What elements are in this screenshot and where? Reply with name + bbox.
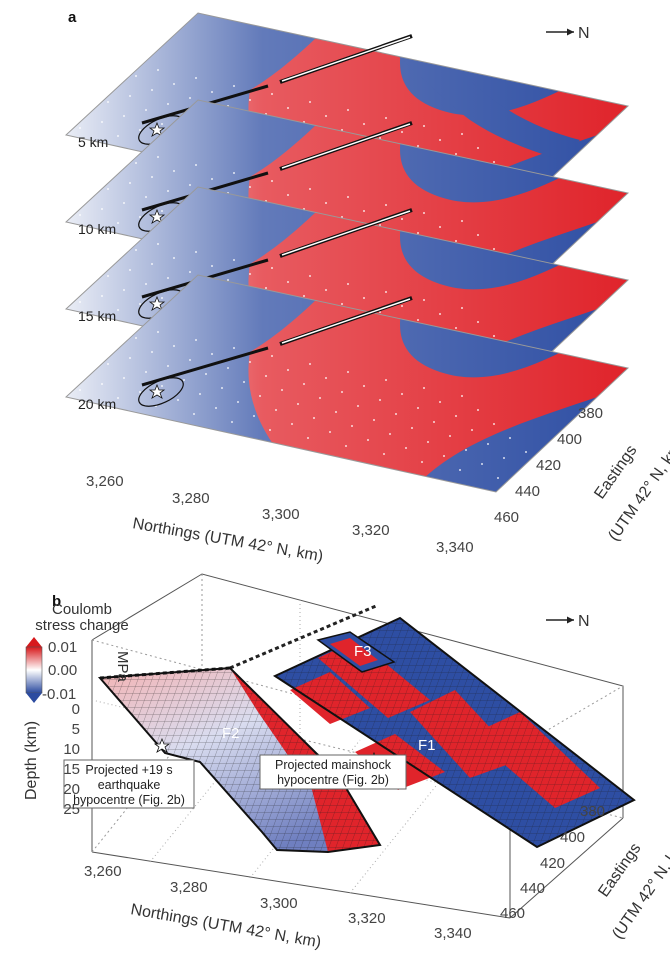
north-arrow-a: N [546, 25, 590, 42]
fault-f2-label: F2 [222, 725, 240, 742]
b-eastings-tick-1: 380 [580, 803, 605, 820]
colorbar-title-1: Coulomb [52, 601, 112, 618]
callout-mainshock: Projected mainshock hypocentre (Fig. 2b) [259, 754, 407, 790]
b-eastings-tick-3: 420 [540, 855, 565, 872]
a-eastings-tick-3: 420 [536, 457, 561, 474]
fault-f3-label: F3 [354, 643, 372, 660]
fault-f1: F1 [272, 616, 636, 849]
b-northings-tick-4: 3,320 [348, 910, 386, 927]
colorbar-title-2: stress change [35, 617, 128, 634]
a-eastings-tick-5: 460 [494, 509, 519, 526]
depth-tick-0: 0 [72, 701, 80, 718]
callout-19s-line3: hypocentre (Fig. 2b) [73, 793, 185, 807]
callout-19s: Projected +19 s earthquake hypocentre (F… [63, 759, 195, 809]
colorbar-tick-min: -0.01 [42, 686, 76, 703]
star-19s-b [153, 737, 171, 753]
a-eastings-tick-2: 400 [557, 431, 582, 448]
depth-tick-25: 25 [63, 801, 80, 818]
depth-label-2: 10 km [78, 221, 116, 237]
surface-trace-dashed [229, 604, 377, 670]
a-eastings-tick-1: 380 [578, 405, 603, 422]
north-arrow-b-label: N [578, 613, 590, 630]
fault-f1-label: F1 [418, 737, 436, 754]
a-northings-tick-2: 3,280 [172, 490, 210, 507]
colorbar-unit: MPa [114, 651, 131, 683]
colorbar-tick-max: 0.01 [48, 639, 77, 656]
depth-axis-label: Depth (km) [23, 721, 40, 800]
depth-tick-15: 15 [63, 761, 80, 778]
b-northings-tick-5: 3,340 [434, 925, 472, 942]
depth-label-1: 5 km [78, 134, 108, 150]
callout-19s-line1: Projected +19 s [85, 763, 172, 777]
colorbar: Coulomb stress change 0.01 0.00 -0.01 MP… [25, 601, 131, 703]
colorbar-tick-mid: 0.00 [48, 662, 77, 679]
depth-tick-5: 5 [72, 721, 80, 738]
a-northings-tick-3: 3,300 [262, 506, 300, 523]
depth-label-4: 20 km [78, 396, 116, 412]
depth-label-3: 15 km [78, 308, 116, 324]
b-northings-tick-1: 3,260 [84, 863, 122, 880]
fault-f3: F3 [316, 631, 396, 673]
a-northings-tick-4: 3,320 [352, 522, 390, 539]
a-eastings-tick-4: 440 [515, 483, 540, 500]
depth-axis: 0 5 10 15 20 25 Depth (km) [23, 701, 80, 818]
callout-mainshock-line2: hypocentre (Fig. 2b) [277, 773, 389, 787]
depth-slices: 5 km 10 km 15 km 20 km [64, 12, 630, 493]
a-northings-tick-5: 3,340 [436, 539, 474, 556]
colorbar-ramp [25, 646, 43, 694]
depth-tick-10: 10 [63, 741, 80, 758]
depth-tick-20: 20 [63, 781, 80, 798]
north-arrow-b: N [546, 613, 590, 630]
callout-mainshock-line1: Projected mainshock [275, 758, 392, 772]
a-northings-tick-1: 3,260 [86, 473, 124, 490]
b-eastings-tick-2: 400 [560, 829, 585, 846]
depth-slice-4: 20 km [64, 274, 630, 493]
b-eastings-tick-4: 440 [520, 880, 545, 897]
panel-a-label: a [68, 9, 77, 26]
north-arrow-a-label: N [578, 25, 590, 42]
panel-b-label: b [52, 593, 61, 610]
b-northings-tick-3: 3,300 [260, 895, 298, 912]
b-eastings-tick-5: 460 [500, 905, 525, 922]
b-northings-tick-2: 3,280 [170, 879, 208, 896]
callout-19s-line2: earthquake [98, 778, 161, 792]
